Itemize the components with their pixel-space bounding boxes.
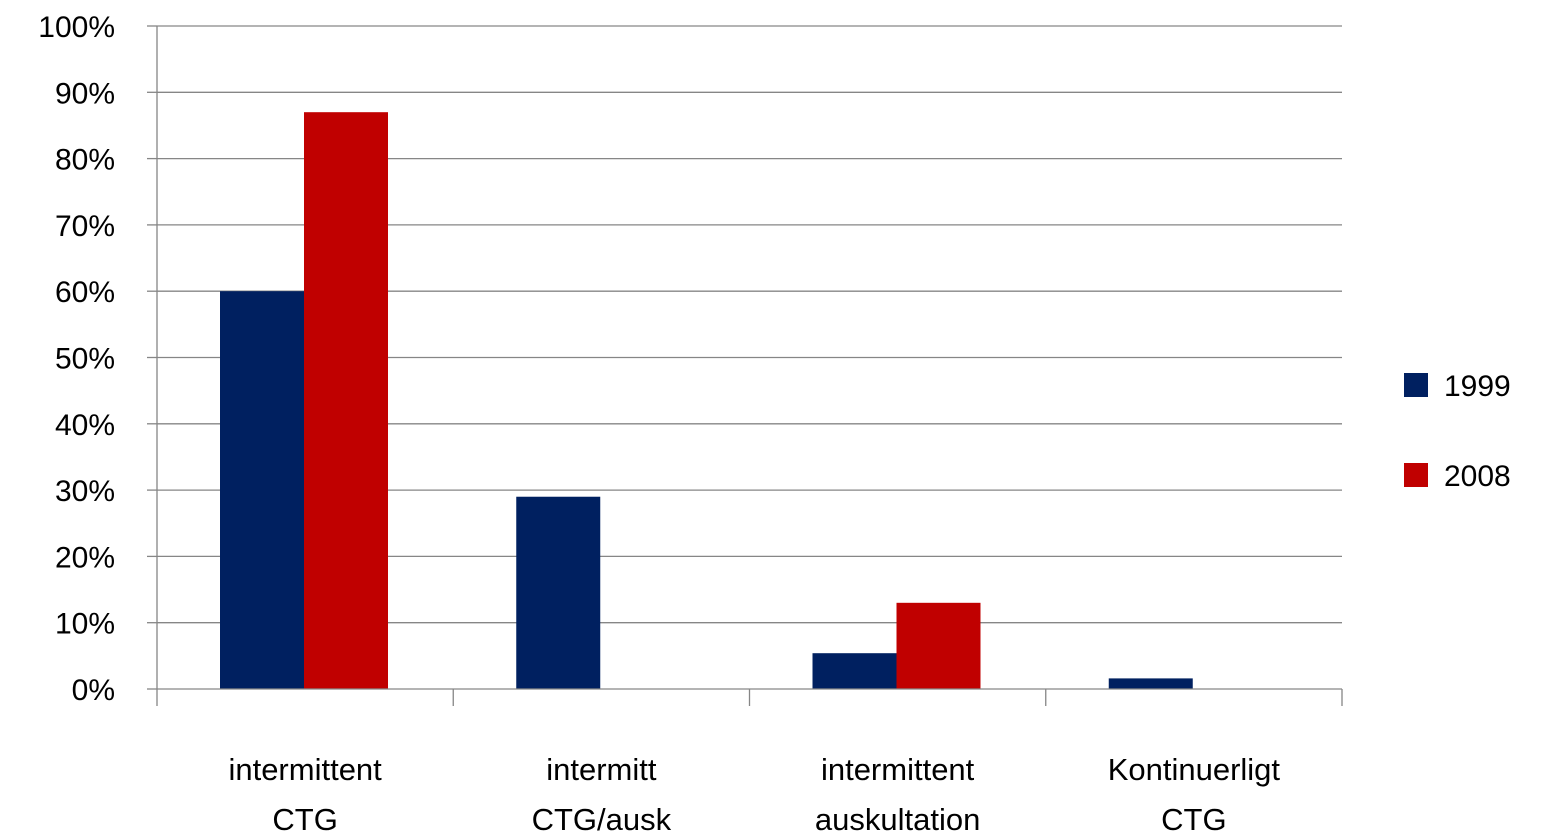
bar-1999-0 bbox=[220, 291, 304, 689]
y-tick-label: 10% bbox=[55, 608, 115, 641]
bar-1999-1 bbox=[516, 496, 601, 689]
bars bbox=[220, 112, 1193, 689]
y-tick-label: 50% bbox=[55, 343, 115, 376]
x-tick-label: intermittent auskultation bbox=[815, 752, 980, 837]
x-tick-label-line: intermittent bbox=[821, 752, 975, 787]
y-tick-label: 70% bbox=[55, 210, 115, 243]
x-tick-label-line: intermittent bbox=[228, 752, 382, 787]
y-tick-label: 0% bbox=[72, 674, 115, 707]
x-tick-label-line: CTG/ausk bbox=[532, 802, 672, 837]
legend-swatch-1999 bbox=[1404, 373, 1428, 397]
x-tick-label: intermittent CTG bbox=[228, 752, 382, 837]
y-tick-label: 30% bbox=[55, 475, 115, 508]
x-tick-label-line: Kontinuerligt bbox=[1108, 752, 1281, 787]
y-tick-labels: 0% 10% 20% 30% 40% 50% 60% 70% 80% 90% 100% bbox=[38, 11, 115, 707]
legend-swatch-2008 bbox=[1404, 463, 1428, 487]
legend-label-2008: 2008 bbox=[1444, 460, 1511, 493]
legend: 1999 2008 bbox=[1404, 370, 1511, 493]
x-tick-label-line: auskultation bbox=[815, 802, 980, 837]
y-tick-label: 100% bbox=[38, 11, 115, 44]
legend-label-1999: 1999 bbox=[1444, 370, 1511, 403]
bar-2008-2 bbox=[896, 602, 981, 689]
y-tick-label: 60% bbox=[55, 276, 115, 309]
x-tick-label-line: CTG bbox=[272, 802, 337, 837]
x-tick-label-line: intermitt bbox=[546, 752, 657, 787]
axes bbox=[147, 25, 1343, 706]
y-tick-label: 40% bbox=[55, 409, 115, 442]
y-tick-label: 90% bbox=[55, 77, 115, 110]
bar-1999-3 bbox=[1108, 678, 1193, 689]
y-tick-label: 80% bbox=[55, 144, 115, 177]
x-tick-label: Kontinuerligt CTG bbox=[1108, 752, 1281, 837]
y-tick-label: 20% bbox=[55, 541, 115, 574]
bar-2008-0 bbox=[304, 112, 388, 689]
x-tick-label: intermitt CTG/ausk bbox=[532, 752, 672, 837]
x-tick-label-line: CTG bbox=[1161, 802, 1226, 837]
bar-1999-2 bbox=[812, 653, 897, 689]
